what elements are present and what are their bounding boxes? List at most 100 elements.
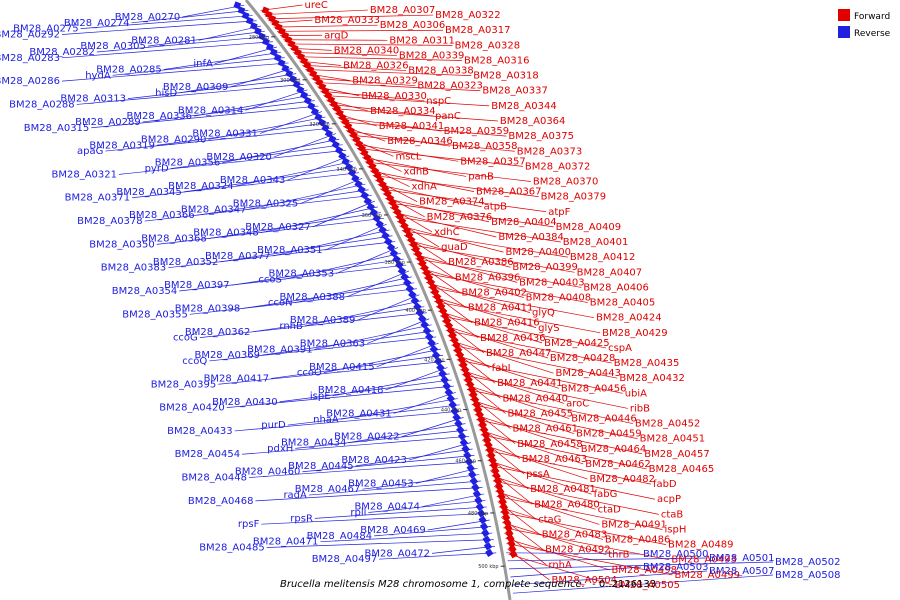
reverse-connector xyxy=(367,318,430,344)
reverse-connector xyxy=(287,155,350,181)
reverse-gene-mark xyxy=(300,91,309,100)
reverse-gene-label: BM28_A0369 xyxy=(194,350,260,361)
reverse-gene-mark xyxy=(303,96,312,105)
forward-connector xyxy=(443,325,549,359)
forward-connector xyxy=(267,14,434,20)
forward-gene-label: BM28_A0429 xyxy=(602,328,668,339)
forward-gene-label: BM28_A0406 xyxy=(583,282,649,293)
reverse-connector xyxy=(259,111,323,134)
forward-gene-label: BM28_A0498 xyxy=(611,565,677,576)
forward-connector xyxy=(484,449,651,485)
reverse-connector xyxy=(179,264,407,292)
reverse-connector xyxy=(218,361,446,385)
forward-connector xyxy=(505,537,610,571)
reverse-gene-label: rpsF xyxy=(238,519,260,530)
forward-connector xyxy=(425,281,531,313)
reverse-gene-label: BM28_A0283 xyxy=(0,53,60,64)
reverse-gene-mark xyxy=(481,528,490,538)
reverse-gene-label: BM28_A0431 xyxy=(326,408,392,419)
forward-connector xyxy=(488,465,656,500)
forward-gene-label: BM28_A0306 xyxy=(380,20,446,31)
reverse-gene-label: BM28_A0445 xyxy=(288,461,354,472)
forward-connector xyxy=(320,90,425,102)
reverse-gene-label: BM28_A0485 xyxy=(199,543,265,554)
forward-connector xyxy=(502,522,607,556)
forward-gene-label: BM28_A0492 xyxy=(545,545,611,556)
forward-gene-label: BM28_A0424 xyxy=(596,313,662,324)
reverse-gene-label: BM28_A0423 xyxy=(341,455,407,466)
reverse-connector xyxy=(168,241,396,269)
reverse-connector xyxy=(170,144,343,169)
reverse-connector xyxy=(132,172,360,199)
reverse-gene-label: ccoS xyxy=(258,274,281,285)
reverse-gene-label: BM28_A0336 xyxy=(127,111,193,122)
forward-connector xyxy=(372,175,539,197)
forward-connector xyxy=(314,82,481,92)
forward-connector xyxy=(491,475,596,510)
reverse-gene-mark xyxy=(292,80,301,89)
reverse-gene-label: ccoG xyxy=(173,333,198,344)
forward-gene-label: BM28_A0400 xyxy=(506,247,572,258)
reverse-gene-label: BM28_A0275 xyxy=(13,24,79,35)
forward-gene-label: BM28_A0338 xyxy=(408,66,474,77)
forward-gene-label: ubiA xyxy=(625,388,647,399)
reverse-connector xyxy=(127,78,300,99)
reverse-connector xyxy=(156,122,329,146)
reverse-connector xyxy=(260,206,378,234)
forward-gene-label: BM28_A0486 xyxy=(605,535,671,546)
forward-gene-label: BM28_A0461 xyxy=(512,424,578,435)
reverse-connector xyxy=(512,574,774,594)
forward-gene-label: BM28_A0505 xyxy=(614,580,680,591)
reverse-connector xyxy=(279,379,452,403)
forward-gene-label: BM28_A0451 xyxy=(640,434,706,445)
forward-connector xyxy=(465,384,570,419)
reverse-connector xyxy=(272,229,390,257)
forward-connector xyxy=(421,272,588,303)
scale-tick-label: 400 kbp xyxy=(405,308,425,314)
forward-connector xyxy=(496,496,663,530)
reverse-connector xyxy=(226,385,454,408)
forward-gene-label: BM28_A0316 xyxy=(464,55,530,66)
reverse-connector xyxy=(314,506,487,519)
reverse-gene-mark xyxy=(296,85,305,94)
forward-connector xyxy=(438,310,543,344)
reverse-gene-mark xyxy=(257,32,266,41)
reverse-connector xyxy=(393,392,456,414)
forward-connector xyxy=(380,188,547,213)
label-connectors xyxy=(61,4,774,594)
reverse-gene-label: BM28_A0352 xyxy=(153,257,219,268)
reverse-gene-label: BM28_A0395 xyxy=(151,379,217,390)
reverse-gene-mark xyxy=(233,1,242,10)
forward-gene-label: BM28_A0465 xyxy=(649,464,715,475)
forward-gene-label: BM28_A0440 xyxy=(502,393,568,404)
forward-connector xyxy=(460,369,565,404)
forward-gene-label: nspC xyxy=(426,96,451,107)
reverse-gene-label: BM28_A0313 xyxy=(60,94,126,105)
forward-gene-label: BM28_A0481 xyxy=(530,484,596,495)
forward-gene-label: cspA xyxy=(608,343,632,354)
reverse-gene-mark xyxy=(277,58,286,67)
reverse-connector xyxy=(214,46,277,64)
forward-gene-label: BM28_A0452 xyxy=(635,419,701,430)
reverse-gene-label: rnhB xyxy=(279,321,303,332)
forward-connector xyxy=(331,108,498,122)
reverse-gene-label: BM28_A0389 xyxy=(290,315,356,326)
reverse-gene-label: BM28_A0371 xyxy=(65,193,131,204)
reverse-connector xyxy=(273,133,336,158)
forward-gene-label: BM28_A0482 xyxy=(590,474,656,485)
reverse-connector xyxy=(163,51,281,70)
reverse-gene-label: BM28_A0355 xyxy=(122,309,188,320)
reverse-gene-mark xyxy=(466,463,475,473)
reverse-connector xyxy=(510,566,642,578)
forward-gene-label: BM28_A0457 xyxy=(644,449,710,460)
forward-gene-label: BM28_A0493 xyxy=(671,555,737,566)
forward-gene-label: panC xyxy=(435,111,461,122)
forward-gene-label: BM28_A0435 xyxy=(614,358,680,369)
reverse-gene-mark xyxy=(265,43,274,51)
forward-connector xyxy=(480,434,647,470)
forward-connector xyxy=(451,344,618,379)
forward-gene-label: BM28_A0375 xyxy=(508,131,574,142)
reverse-gene-label: BM28_A0433 xyxy=(167,426,233,437)
reverse-gene-mark xyxy=(237,6,246,15)
reverse-gene-label: BM28_A0471 xyxy=(253,537,319,548)
